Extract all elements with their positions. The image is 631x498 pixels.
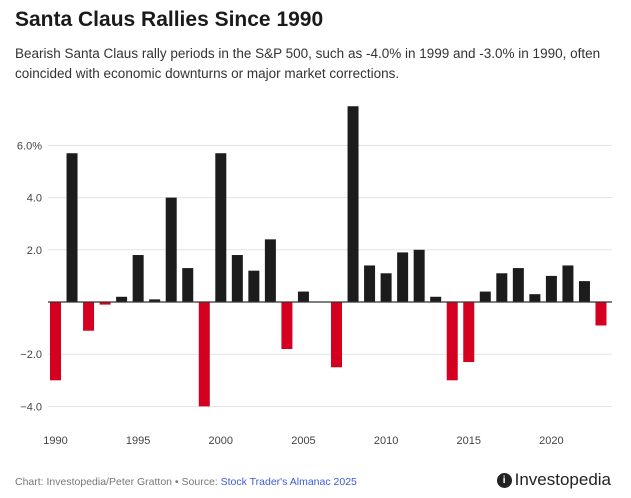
bar-2014 bbox=[446, 302, 458, 381]
chart-subtitle: Bearish Santa Claus rally periods in the… bbox=[15, 46, 601, 81]
bar-2015 bbox=[463, 302, 475, 363]
credit-text: Chart: Investopedia/Peter Gratton • Sour… bbox=[15, 476, 221, 488]
bar-2021 bbox=[562, 265, 574, 302]
investopedia-logo[interactable]: i Investopedia bbox=[496, 470, 611, 490]
bar-2016 bbox=[479, 291, 491, 302]
bar-2012 bbox=[413, 249, 425, 302]
bar-1997 bbox=[165, 197, 177, 302]
bar-1990 bbox=[50, 302, 61, 381]
x-tick-label: 2000 bbox=[209, 435, 233, 447]
bar-2022 bbox=[578, 281, 590, 302]
x-tick-label: 2020 bbox=[539, 435, 563, 447]
bar-2018 bbox=[512, 268, 524, 302]
bar-chart: 6.0% 4.0 2.0 −2.0 −4.0 1990 1995 2000 2005 2010 20… bbox=[17, 106, 612, 447]
bar-1999 bbox=[198, 302, 210, 407]
bar-1992 bbox=[83, 302, 95, 331]
x-tick-label: 1990 bbox=[43, 435, 67, 447]
bar-2003 bbox=[264, 239, 276, 302]
x-tick-label: 1995 bbox=[126, 435, 150, 447]
logo-text: Investopedia bbox=[514, 470, 611, 489]
bar-2013 bbox=[430, 296, 442, 302]
x-tick-label: 2010 bbox=[374, 435, 398, 447]
y-tick-label: 4.0 bbox=[27, 193, 42, 205]
x-tick-label: 2015 bbox=[457, 435, 481, 447]
y-tick-label: −2.0 bbox=[20, 349, 42, 361]
y-tick-label: −4.0 bbox=[20, 401, 42, 413]
bar-1995 bbox=[132, 255, 144, 302]
bar-2009 bbox=[364, 265, 376, 302]
bar-1996 bbox=[149, 299, 161, 302]
y-tick-label: 6.0% bbox=[17, 140, 42, 152]
bar-1993 bbox=[99, 302, 111, 305]
bar-1994 bbox=[116, 296, 128, 302]
bar-2004 bbox=[281, 302, 293, 349]
x-tick-label: 2005 bbox=[291, 435, 315, 447]
footer-credit: Chart: Investopedia/Peter Gratton • Sour… bbox=[15, 476, 357, 488]
bar-2020 bbox=[545, 275, 557, 302]
chart-title: Santa Claus Rallies Since 1990 bbox=[15, 8, 324, 31]
y-tick-label: 2.0 bbox=[27, 245, 42, 257]
bar-2002 bbox=[248, 270, 260, 302]
bar-2017 bbox=[496, 273, 508, 302]
bar-2019 bbox=[529, 294, 541, 302]
bar-1998 bbox=[182, 268, 194, 302]
bar-2008 bbox=[347, 106, 359, 302]
bar-2023 bbox=[595, 302, 607, 326]
bar-2007 bbox=[331, 302, 343, 368]
source-link[interactable]: Stock Trader's Almanac 2025 bbox=[220, 476, 357, 488]
bar-2005 bbox=[297, 291, 309, 302]
bar-2000 bbox=[215, 153, 227, 302]
bar-2001 bbox=[231, 255, 243, 302]
bar-2011 bbox=[397, 252, 409, 302]
bar-1991 bbox=[66, 153, 78, 302]
logo-icon: i bbox=[496, 472, 512, 488]
bar-2010 bbox=[380, 273, 392, 302]
